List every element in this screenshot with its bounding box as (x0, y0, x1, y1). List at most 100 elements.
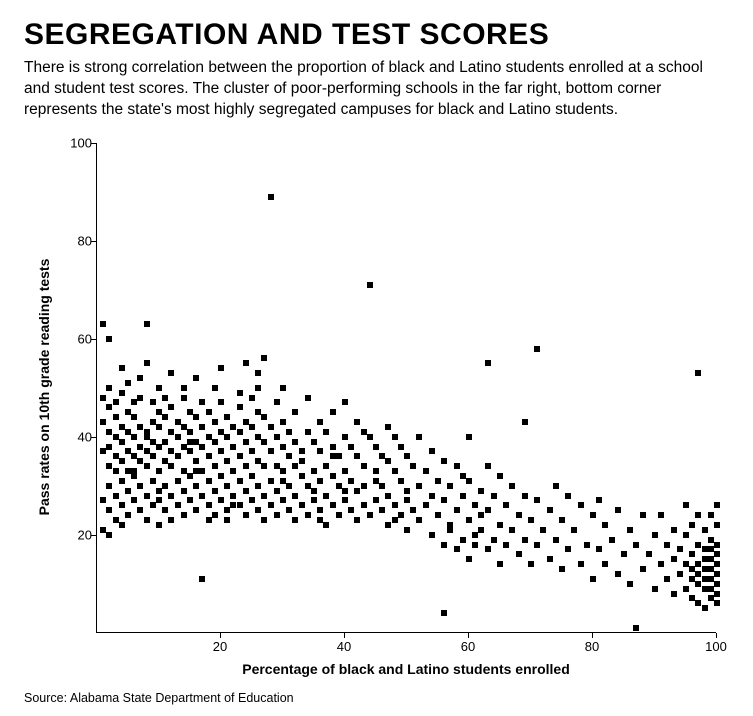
data-point (162, 507, 168, 513)
data-point (137, 507, 143, 513)
data-point (671, 527, 677, 533)
data-point (230, 493, 236, 499)
data-point (243, 360, 249, 366)
data-point (429, 493, 435, 499)
data-point (224, 414, 230, 420)
data-point (280, 444, 286, 450)
data-point (695, 581, 701, 587)
data-point (398, 444, 404, 450)
data-point (230, 424, 236, 430)
data-point (677, 546, 683, 552)
data-point (181, 395, 187, 401)
data-point (125, 448, 131, 454)
data-point (230, 502, 236, 508)
data-point (212, 419, 218, 425)
data-point (311, 497, 317, 503)
data-point (385, 424, 391, 430)
data-point (472, 502, 478, 508)
data-point (292, 517, 298, 523)
data-point (460, 473, 466, 479)
x-tick (468, 633, 469, 638)
data-point (168, 463, 174, 469)
data-point (478, 527, 484, 533)
data-point (435, 478, 441, 484)
data-point (317, 448, 323, 454)
data-point (199, 493, 205, 499)
data-point (144, 360, 150, 366)
data-point (150, 399, 156, 405)
data-point (305, 395, 311, 401)
data-point (206, 409, 212, 415)
data-point (348, 444, 354, 450)
data-point (633, 542, 639, 548)
data-point (100, 395, 106, 401)
data-point (652, 532, 658, 538)
data-point (100, 321, 106, 327)
data-point (708, 546, 714, 552)
data-point (187, 473, 193, 479)
data-point (373, 444, 379, 450)
data-point (131, 497, 137, 503)
data-point (516, 512, 522, 518)
data-point (336, 453, 342, 459)
data-point (193, 468, 199, 474)
data-point (131, 468, 137, 474)
data-point (243, 419, 249, 425)
data-point (181, 488, 187, 494)
data-point (429, 532, 435, 538)
data-point (193, 483, 199, 489)
data-point (255, 434, 261, 440)
data-point (485, 463, 491, 469)
data-point (330, 502, 336, 508)
data-point (206, 478, 212, 484)
data-point (664, 576, 670, 582)
data-point (255, 409, 261, 415)
data-point (125, 488, 131, 494)
data-point (398, 512, 404, 518)
data-point (336, 483, 342, 489)
data-point (212, 385, 218, 391)
data-point (671, 556, 677, 562)
data-point (162, 483, 168, 489)
data-point (162, 439, 168, 445)
data-point (330, 444, 336, 450)
data-point (292, 463, 298, 469)
data-point (305, 429, 311, 435)
data-point (168, 517, 174, 523)
y-tick (91, 535, 96, 536)
data-point (342, 434, 348, 440)
data-point (627, 527, 633, 533)
data-point (410, 463, 416, 469)
data-point (361, 502, 367, 508)
data-point (237, 404, 243, 410)
data-point (416, 434, 422, 440)
data-point (162, 458, 168, 464)
data-point (485, 546, 491, 552)
data-point (156, 468, 162, 474)
data-point (224, 517, 230, 523)
data-point (708, 537, 714, 543)
data-point (119, 478, 125, 484)
data-point (274, 488, 280, 494)
data-point (168, 448, 174, 454)
data-point (286, 507, 292, 513)
data-point (361, 463, 367, 469)
data-point (249, 473, 255, 479)
data-point (156, 424, 162, 430)
data-point (708, 556, 714, 562)
data-point (503, 502, 509, 508)
data-point (702, 605, 708, 611)
data-point (144, 429, 150, 435)
data-point (181, 512, 187, 518)
data-point (113, 493, 119, 499)
data-point (609, 537, 615, 543)
data-point (695, 571, 701, 577)
plot-area (96, 143, 716, 633)
data-point (286, 483, 292, 489)
x-axis-label: Percentage of black and Latino students … (96, 661, 716, 677)
data-point (361, 429, 367, 435)
data-point (292, 409, 298, 415)
data-point (627, 581, 633, 587)
data-point (299, 458, 305, 464)
data-point (274, 434, 280, 440)
